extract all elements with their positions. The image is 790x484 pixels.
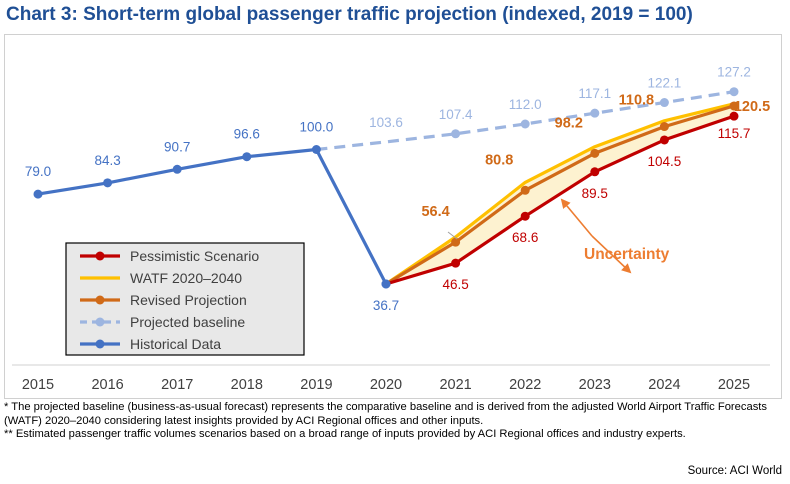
data-point-projected-baseline bbox=[451, 129, 461, 139]
data-point-historical-data bbox=[103, 178, 113, 188]
data-label-pessimistic-scenario: 46.5 bbox=[442, 277, 468, 292]
data-label-projected-baseline: 117.1 bbox=[578, 86, 611, 101]
data-point-pessimistic-scenario bbox=[729, 111, 739, 121]
legend-label: Pessimistic Scenario bbox=[130, 248, 259, 264]
data-point-projected-baseline bbox=[520, 119, 530, 129]
data-label-revised-projection: 110.8 bbox=[619, 93, 655, 109]
uncertainty-arrow-down bbox=[591, 235, 632, 274]
data-point-revised-projection bbox=[729, 101, 739, 111]
data-point-pessimistic-scenario bbox=[520, 211, 530, 221]
data-label-historical-data: 100.0 bbox=[300, 120, 334, 135]
x-tick-label: 2020 bbox=[370, 377, 402, 393]
data-point-pessimistic-scenario bbox=[590, 167, 600, 177]
legend-label: Projected baseline bbox=[130, 314, 245, 330]
chart-canvas: 2015 2016 2017 2018 2019 2020 2021 2022 2023 2024… bbox=[12, 65, 770, 393]
data-point-revised-projection bbox=[451, 237, 461, 247]
series-line-revised-projection bbox=[385, 104, 735, 286]
legend-label: Historical Data bbox=[130, 336, 221, 352]
legend-swatch-marker bbox=[95, 295, 105, 305]
x-tick-label: 2018 bbox=[231, 377, 263, 393]
data-label-projected-baseline: 112.0 bbox=[509, 97, 542, 112]
label-leader-line bbox=[447, 231, 458, 240]
uncertainty-annotation: Uncertainty bbox=[584, 246, 670, 263]
data-label-historical-data: 90.7 bbox=[164, 139, 190, 154]
x-tick-label: 2015 bbox=[22, 377, 54, 393]
x-tick-label: 2021 bbox=[439, 377, 471, 393]
data-label-projected-baseline: 103.6 bbox=[369, 115, 403, 130]
data-point-pessimistic-scenario bbox=[659, 135, 669, 145]
data-point-historical-data bbox=[172, 164, 182, 174]
footnote-baseline: * The projected baseline (business-as-us… bbox=[4, 401, 767, 427]
legend-label: Revised Projection bbox=[130, 292, 247, 308]
legend-swatch-marker bbox=[95, 317, 105, 327]
data-label-revised-projection: 98.2 bbox=[555, 115, 583, 131]
data-label-revised-projection: 80.8 bbox=[485, 152, 513, 168]
data-label-historical-data: 96.6 bbox=[234, 127, 260, 142]
data-label-historical-data: 36.7 bbox=[373, 298, 399, 313]
data-point-revised-projection bbox=[590, 148, 600, 158]
x-tick-label: 2025 bbox=[718, 377, 750, 393]
data-label-projected-baseline: 127.2 bbox=[717, 65, 751, 80]
data-point-projected-baseline bbox=[729, 87, 739, 97]
data-point-historical-data bbox=[381, 279, 391, 289]
data-point-revised-projection bbox=[520, 185, 530, 195]
footnote-scenarios: ** Estimated passenger traffic volumes s… bbox=[4, 428, 686, 441]
legend-label: WATF 2020–2040 bbox=[130, 270, 242, 286]
x-tick-label: 2017 bbox=[161, 377, 193, 393]
data-point-projected-baseline bbox=[659, 98, 669, 108]
series-line-watf-2020-2040 bbox=[385, 102, 735, 286]
data-label-pessimistic-scenario: 115.7 bbox=[718, 126, 751, 141]
x-tick-label: 2023 bbox=[579, 377, 611, 393]
x-tick-label: 2022 bbox=[509, 377, 541, 393]
series-line-pessimistic-scenario bbox=[385, 114, 735, 286]
x-tick-label: 2016 bbox=[91, 377, 123, 393]
data-point-historical-data bbox=[33, 189, 43, 199]
data-label-projected-baseline: 122.1 bbox=[648, 76, 682, 91]
footnotes: * The projected baseline (business-as-us… bbox=[4, 401, 784, 442]
data-point-historical-data bbox=[242, 152, 252, 162]
data-label-revised-projection: 120.5 bbox=[734, 99, 770, 115]
data-point-revised-projection bbox=[659, 122, 669, 132]
data-label-pessimistic-scenario: 104.5 bbox=[648, 154, 682, 169]
data-point-historical-data bbox=[311, 145, 321, 154]
data-point-pessimistic-scenario bbox=[451, 258, 461, 268]
data-label-revised-projection: 56.4 bbox=[421, 204, 449, 220]
data-label-historical-data: 79.0 bbox=[25, 164, 51, 179]
chart-title: Chart 3: Short-term global passenger tra… bbox=[6, 4, 693, 25]
data-label-projected-baseline: 107.4 bbox=[439, 107, 473, 122]
uncertainty-arrow-up bbox=[560, 198, 593, 237]
x-tick-label: 2019 bbox=[300, 377, 332, 393]
source-note: Source: ACI World bbox=[687, 465, 782, 477]
data-label-historical-data: 84.3 bbox=[94, 153, 120, 168]
data-point-projected-baseline bbox=[590, 108, 600, 118]
legend-swatch-marker bbox=[95, 339, 105, 349]
series-line-historical-data bbox=[37, 147, 388, 285]
x-tick-label: 2024 bbox=[648, 377, 680, 393]
data-label-pessimistic-scenario: 68.6 bbox=[512, 230, 538, 245]
data-label-pessimistic-scenario: 89.5 bbox=[582, 186, 608, 201]
legend-swatch-marker bbox=[95, 251, 105, 261]
